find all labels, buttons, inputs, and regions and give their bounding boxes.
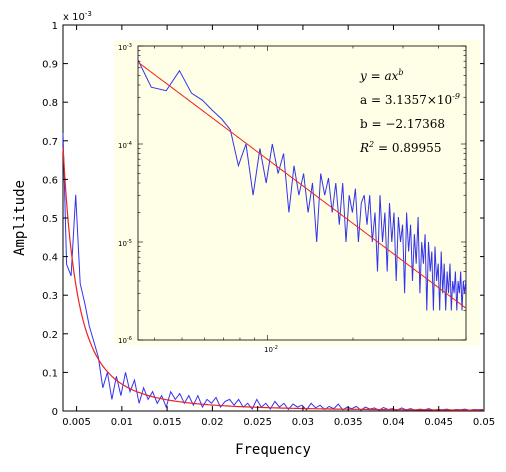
y-tick-label: 0.4 <box>42 253 58 264</box>
inset-x-tick-1e-2: 10-2 <box>264 345 278 354</box>
x-tick-label: 0.05 <box>473 417 495 428</box>
x-tick-label: 0.03 <box>292 417 314 428</box>
x-axis-label: Frequency <box>235 442 311 458</box>
y-tick-label: 0 <box>52 407 58 418</box>
inset-y-tick-1e-6: 10-6 <box>118 336 132 345</box>
y-exponent-label: x 10-3 <box>63 10 92 23</box>
y-tick-label: 1 <box>52 21 58 32</box>
x-tick-label: 0.04 <box>382 417 404 428</box>
y-tick-label: 0.8 <box>42 98 58 109</box>
y-tick-label: 0.6 <box>42 175 58 186</box>
equation-line-1: y = axb <box>359 68 404 83</box>
inset-y-tick-1e-4: 10-4 <box>118 141 132 150</box>
inset-y-tick-1e-3: 10-3 <box>118 43 132 52</box>
x-tick-label: 0.015 <box>153 417 182 428</box>
x-tick-label: 0.025 <box>243 417 272 428</box>
y-tick-label: 0.2 <box>42 330 58 341</box>
y-tick-label: 0.5 <box>42 214 58 225</box>
x-tick-label: 0.045 <box>424 417 453 428</box>
x-tick-label: 0.035 <box>334 417 363 428</box>
inset-y-tick-1e-5: 10-5 <box>118 239 132 248</box>
main-fit-curve <box>62 147 484 411</box>
y-tick-label: 0.1 <box>42 368 58 379</box>
y-axis-label: Amplitude <box>12 180 28 256</box>
main-axis-ticks: 0.005 0.01 0.015 0.02 0.025 0.03 0.035 0.04 0.04… <box>42 21 495 428</box>
inset-background <box>114 40 480 345</box>
x-tick-label: 0.02 <box>201 417 223 428</box>
y-tick-label: 0.9 <box>42 60 58 71</box>
y-tick-label: 0.7 <box>42 137 58 148</box>
y-tick-label: 0.3 <box>42 291 58 302</box>
inset-data-series <box>137 59 467 311</box>
inset-axis-ticks <box>138 45 467 341</box>
x-tick-label: 0.005 <box>62 417 91 428</box>
equation-line-4: R2 = 0.89955 <box>359 140 441 155</box>
inset-fit-curve <box>137 61 466 309</box>
inset-plot-area <box>137 45 467 341</box>
x-tick-label: 0.01 <box>111 417 133 428</box>
equation-line-3: b = −2.17368 <box>360 117 445 131</box>
equation-line-2: a = 3.1357×10-9 <box>360 92 460 107</box>
